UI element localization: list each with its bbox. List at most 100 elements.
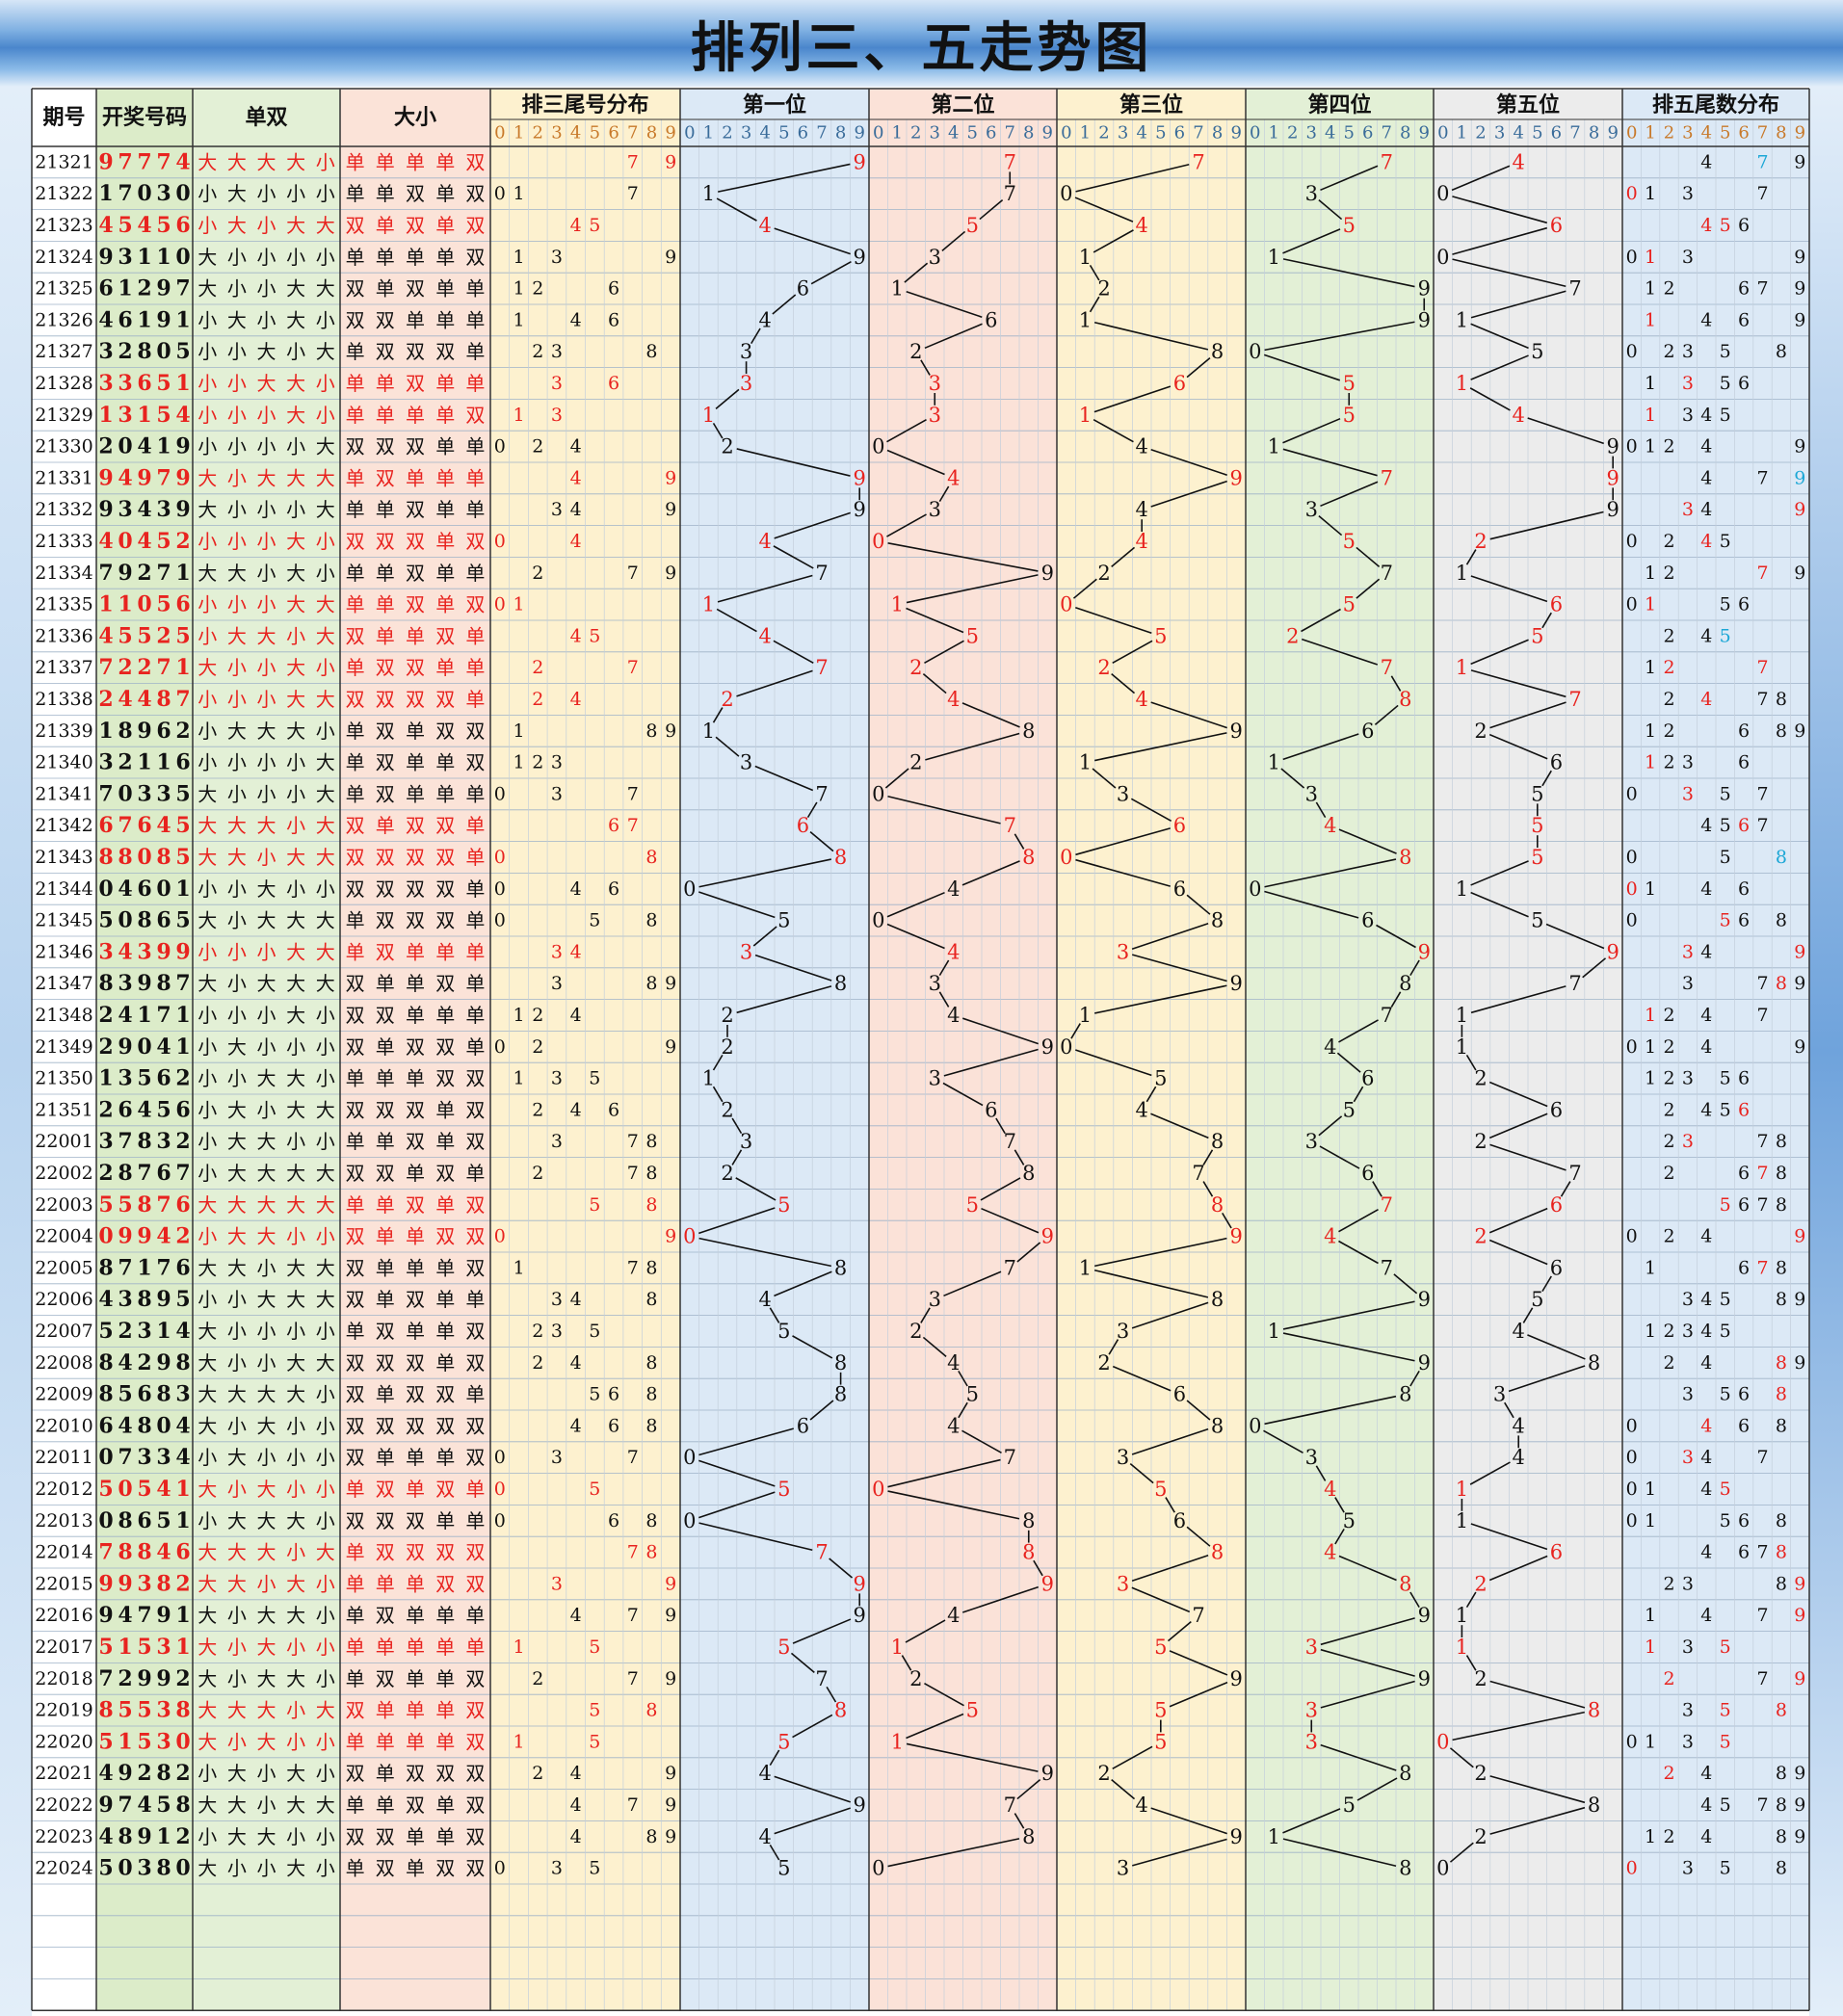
- parity-mark: 单: [376, 1699, 395, 1722]
- parity-mark: 双: [376, 308, 395, 331]
- trend-point-pos3: 9: [1230, 1825, 1243, 1848]
- size-mark: 小: [197, 308, 217, 331]
- size-mark: 大: [286, 1383, 305, 1406]
- dist5-mark: 1: [1645, 1510, 1656, 1532]
- trend-line-pos5: [1489, 1680, 1586, 1709]
- parity-mark: 双: [406, 877, 425, 901]
- dist5-mark: 8: [1776, 1415, 1787, 1436]
- trend-point-pos3: 2: [1097, 656, 1110, 679]
- header-digit-0: 0: [1437, 123, 1448, 144]
- issue-cell: 21342: [35, 815, 92, 836]
- draw-digit: 2: [118, 339, 132, 364]
- size-mark: 小: [286, 435, 305, 458]
- draw-digit: 0: [156, 339, 171, 364]
- size-mark: 小: [257, 846, 276, 869]
- parity-mark: 双: [465, 246, 485, 269]
- header-digit-4: 4: [948, 123, 959, 144]
- parity-mark: 双: [406, 1351, 425, 1375]
- parity-mark: 单: [346, 340, 365, 363]
- dist5-mark: 6: [1738, 815, 1750, 836]
- draw-digit: 8: [156, 1571, 171, 1596]
- trend-point-pos1: 9: [854, 466, 866, 489]
- draw-digit: 2: [156, 623, 171, 648]
- size-mark: 小: [227, 246, 247, 269]
- size-mark: 大: [227, 1825, 247, 1848]
- issue-cell: 22004: [35, 1226, 92, 1247]
- draw-digit: 6: [156, 1161, 171, 1186]
- draw-digit: 1: [98, 403, 113, 428]
- trend-point-pos3: 5: [1154, 1067, 1167, 1090]
- size-mark: 小: [286, 1636, 305, 1659]
- parity-mark: 单: [465, 466, 485, 489]
- issue-cell: 22021: [35, 1763, 92, 1784]
- draw-digit: 1: [118, 1635, 132, 1660]
- draw-digit: 1: [175, 1477, 190, 1502]
- header-digit-5: 5: [1720, 123, 1730, 144]
- parity-mark: 单: [406, 1730, 425, 1753]
- trend-point-pos5: 9: [1607, 435, 1619, 458]
- trend-point-pos2: 2: [909, 340, 922, 363]
- dist5-mark: 5: [1720, 625, 1731, 646]
- draw-digit: 5: [137, 1477, 151, 1502]
- size-mark: 大: [286, 1098, 305, 1121]
- dist3-mark: 7: [627, 563, 639, 584]
- trend-point-pos4: 5: [1343, 1793, 1356, 1817]
- dist3-mark: 6: [608, 373, 619, 394]
- parity-mark: 单: [435, 1351, 455, 1375]
- trend-line-pos3: [1108, 1339, 1119, 1355]
- dist3-mark: 9: [665, 1826, 676, 1847]
- trend-line-pos4: [1318, 199, 1343, 221]
- parity-mark: 单: [465, 1035, 485, 1059]
- trend-point-pos5: 2: [1474, 1667, 1487, 1690]
- draw-digit: 2: [175, 1066, 190, 1091]
- trend-point-pos2: 4: [947, 940, 960, 963]
- parity-mark: 单: [435, 404, 455, 427]
- header-digit-2: 2: [1475, 123, 1486, 144]
- trend-point-pos1: 2: [721, 1162, 733, 1185]
- trend-line-pos4: [1282, 1808, 1341, 1834]
- parity-mark: 双: [406, 1793, 425, 1817]
- dist3-mark: 8: [645, 341, 657, 362]
- size-mark: 小: [197, 1825, 217, 1848]
- trend-point-pos1: 4: [759, 1762, 772, 1785]
- trend-point-pos4: 3: [1305, 498, 1318, 521]
- size-mark: 大: [257, 1288, 276, 1311]
- trend-line-pos2: [979, 199, 1004, 221]
- parity-mark: 单: [346, 1857, 365, 1880]
- size-mark: 大: [257, 877, 276, 901]
- issue-column-bg: [32, 89, 96, 2011]
- size-mark: 小: [227, 688, 247, 711]
- dist3-mark: 2: [532, 1352, 543, 1374]
- size-mark: 大: [227, 182, 247, 205]
- draw-digit: 4: [98, 1287, 113, 1312]
- dist5-mark: 1: [1645, 657, 1656, 678]
- trend-line-pos5: [1469, 387, 1511, 411]
- trend-point-pos2: 2: [909, 656, 922, 679]
- dist3-mark: 4: [570, 1794, 582, 1816]
- header-digit-5: 5: [1155, 123, 1166, 144]
- parity-mark: 单: [465, 688, 485, 711]
- issue-cell: 21351: [35, 1099, 92, 1120]
- dist5-mark: 7: [1756, 973, 1768, 994]
- parity-mark: 双: [376, 1509, 395, 1532]
- size-mark: 小: [257, 498, 276, 521]
- dist3-mark: 2: [532, 563, 543, 584]
- parity-mark: 单: [376, 150, 395, 173]
- size-mark: 大: [316, 940, 335, 963]
- issue-cell: 22014: [35, 1542, 92, 1563]
- dist5-mark: 4: [1700, 1352, 1712, 1374]
- size-mark: 大: [316, 593, 335, 616]
- dist5-mark: 7: [1756, 1542, 1768, 1563]
- dist3-mark: 7: [627, 1668, 639, 1689]
- trend-point-pos4: 7: [1381, 1256, 1393, 1279]
- parity-mark: 双: [376, 1478, 395, 1501]
- size-mark: 大: [286, 1793, 305, 1817]
- draw-digit: 0: [175, 1856, 190, 1881]
- size-mark: 小: [197, 1035, 217, 1059]
- trend-point-pos1: 5: [777, 1857, 790, 1880]
- dist5-mark: 2: [1663, 1321, 1674, 1342]
- dist5-mark: 5: [1720, 594, 1731, 615]
- parity-mark: 双: [465, 1699, 485, 1722]
- size-mark: 大: [227, 150, 247, 173]
- size-mark: 大: [197, 1604, 217, 1627]
